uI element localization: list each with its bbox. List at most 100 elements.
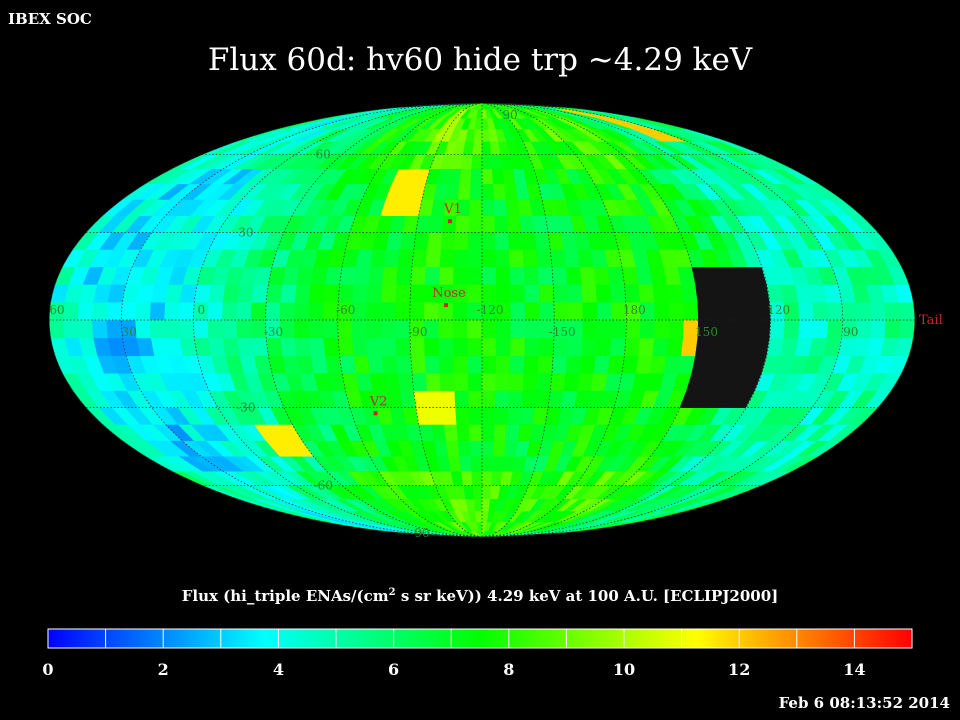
latitude-label: -30 (236, 401, 255, 415)
flux-cell (439, 372, 456, 391)
colorbar-tick-label: 10 (612, 660, 636, 679)
flux-cell (438, 266, 455, 285)
flux-cell (325, 355, 343, 374)
flux-cell (709, 337, 727, 356)
flux-cell (369, 249, 387, 268)
flux-cell (106, 301, 123, 321)
flux-cell (428, 407, 445, 425)
flux-cell (207, 301, 224, 321)
flux-cell (481, 390, 496, 409)
flux-cell (495, 249, 511, 268)
flux-cell (565, 355, 583, 374)
marker-tail-label: Tail (919, 313, 943, 328)
flux-cell (445, 183, 460, 200)
flux-cell (481, 284, 497, 303)
flux-cell (415, 407, 432, 425)
flux-cell (652, 337, 670, 356)
flux-cell (549, 249, 567, 268)
flux-cell (726, 301, 743, 321)
flux-cell (438, 319, 454, 339)
flux-cell (523, 355, 540, 374)
flux-cell (494, 407, 509, 425)
colorbar-tick-label: 2 (157, 660, 169, 679)
flux-cell (468, 199, 483, 216)
flux-cell (454, 390, 470, 409)
flux-cell (495, 284, 512, 303)
colorbar-tick-label: 12 (728, 660, 751, 679)
flux-cell (250, 301, 267, 321)
flux-cell (468, 390, 483, 409)
flux-cell (538, 337, 555, 356)
flux-cell (409, 337, 426, 356)
flux-cell (726, 319, 743, 339)
flux-cell (452, 319, 468, 339)
flux-cell (493, 199, 508, 216)
flux-cell (367, 266, 385, 285)
flux-cell (668, 319, 685, 339)
flux-cell (440, 232, 456, 250)
flux-cell (453, 249, 469, 268)
flux-cell (652, 284, 670, 303)
flux-cell (481, 355, 497, 374)
flux-cell (77, 319, 94, 339)
flux-cell (695, 337, 713, 356)
flux-cell (467, 319, 483, 339)
longitude-label: 90 (843, 325, 858, 339)
flux-cell (279, 301, 296, 321)
flux-cell (135, 319, 152, 339)
meridian-line (481, 103, 844, 537)
flux-cell (611, 319, 627, 339)
flux-cell (207, 319, 224, 339)
flux-cell (495, 372, 511, 391)
flux-cell (567, 337, 584, 356)
longitude-label: 180 (623, 303, 646, 317)
flux-cell (427, 232, 443, 250)
flux-cell (383, 249, 401, 268)
colorbar-label: Flux (hi_triple ENAs/(cm2 s sr keV)) 4.2… (181, 587, 779, 605)
flux-cell (470, 455, 483, 472)
colorbar-tick-label: 4 (272, 660, 284, 679)
flux-cell (442, 215, 458, 233)
flux-cell (221, 319, 238, 339)
flux-cell (63, 301, 80, 321)
flux-cell (581, 284, 598, 303)
flux-cell (366, 337, 383, 356)
flux-cell (769, 319, 786, 339)
flux-cell (469, 183, 483, 200)
flux-cell (536, 249, 553, 268)
flux-cell (481, 337, 497, 356)
flux-cell (508, 249, 525, 268)
flux-cell (740, 301, 757, 321)
flux-cell (409, 301, 425, 321)
flux-cell (411, 249, 428, 268)
flux-cell (524, 301, 541, 321)
flux-cell (680, 337, 699, 356)
flux-cell (783, 319, 800, 339)
longitude-label: -60 (336, 303, 355, 317)
flux-cell (551, 266, 568, 285)
flux-cell (471, 154, 483, 170)
flux-cell (425, 372, 442, 391)
flux-cell (521, 232, 537, 250)
flux-cell (396, 355, 413, 374)
flux-cell (552, 284, 569, 303)
flux-cell (493, 424, 508, 441)
flux-cell (366, 301, 382, 321)
flux-cell (481, 424, 496, 441)
map-grid (49, 103, 915, 537)
flux-cell (467, 355, 483, 374)
flux-cell (537, 355, 554, 374)
flux-cell (457, 183, 472, 200)
flux-cell (609, 284, 627, 303)
flux-cell (325, 266, 343, 285)
flux-cell (443, 424, 459, 441)
flux-cell (353, 266, 371, 285)
longitude-label: -30 (264, 325, 283, 339)
flux-cell (680, 284, 699, 303)
flux-cell (481, 372, 497, 391)
flux-cell (413, 232, 430, 250)
flux-cell (522, 372, 539, 391)
flux-cell (654, 319, 670, 339)
longitude-label: 60 (49, 303, 64, 317)
flux-cell (579, 355, 597, 374)
